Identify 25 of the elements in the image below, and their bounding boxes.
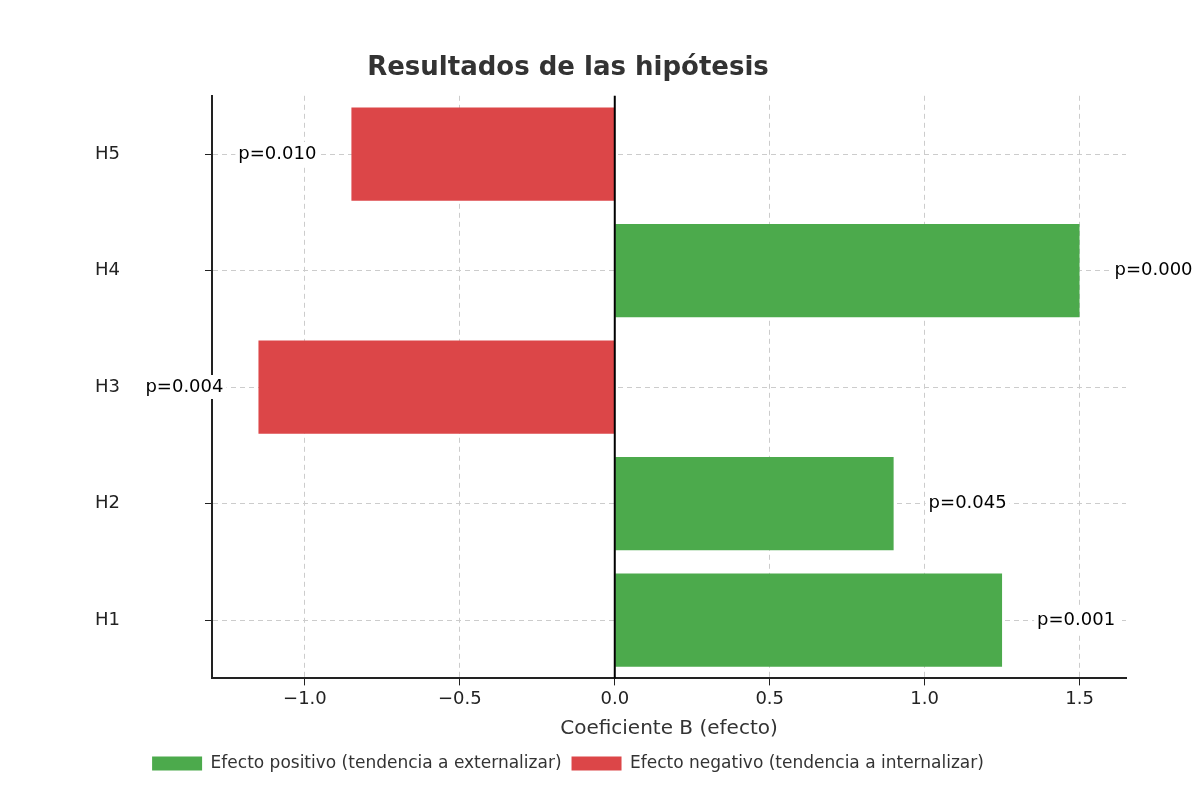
y-tick-label: H3 [94,374,120,396]
x-tick-label: 0.0 [600,686,630,708]
y-tick-label: H5 [94,141,120,163]
x-axis-title: Coeficiente B (efecto) [560,715,778,740]
annotation: p=0.045 [928,491,1007,513]
legend-label: Efecto positivo (tendencia a externalizar) [210,751,562,772]
annotation: p=0.010 [238,141,317,163]
bar [258,340,615,434]
annotation: p=0.001 [1037,607,1116,629]
annotation: p=0.004 [145,374,224,396]
y-tick-label: H2 [94,491,120,513]
bar [351,107,615,201]
x-tick-label: −1.0 [283,686,327,708]
bar [615,457,894,551]
x-tick-label: 0.5 [755,686,785,708]
y-tick-label: H4 [94,258,120,280]
annotation: p=0.000 [1114,258,1193,280]
x-tick-label: 1.0 [910,686,939,708]
y-tick-label: H1 [94,607,120,629]
legend-label: Efecto negativo (tendencia a internalizar) [630,751,984,772]
bar [615,223,1080,318]
x-tick-label: 1.5 [1065,686,1094,708]
x-tick-label: −0.5 [438,686,482,708]
bar [615,573,1003,667]
chart-title: Resultados de las hipótesis [367,50,769,81]
